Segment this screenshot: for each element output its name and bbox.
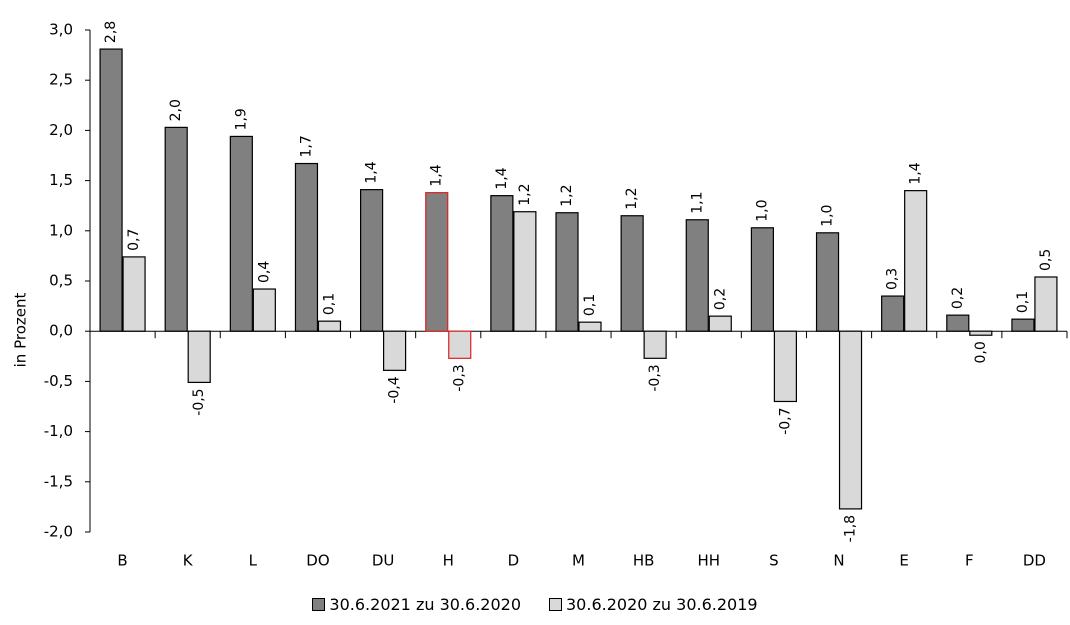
x-tick-label: S — [769, 552, 779, 570]
data-label-series-1-M: 1,2 — [559, 184, 575, 206]
y-tick-label: 1,0 — [49, 221, 73, 239]
x-tick-label: E — [899, 552, 908, 570]
y-tick-label: 1,5 — [49, 171, 73, 189]
legend-item-series-2: 30.6.2020 zu 30.6.2019 — [549, 595, 758, 614]
y-tick-label: 2,0 — [49, 121, 73, 139]
bar-series-2-DO — [317, 320, 342, 332]
x-tick-label: HB — [633, 552, 655, 570]
x-tick-label: L — [249, 552, 258, 570]
data-label-series-1-H: 1,4 — [429, 164, 445, 186]
x-tick-label: B — [117, 552, 127, 570]
data-label-series-2-K: -0,5 — [191, 388, 207, 415]
bar-series-1-DO — [294, 162, 319, 332]
y-tick-label: 0,0 — [49, 322, 73, 340]
y-axis-title: in Prozent — [12, 293, 30, 368]
data-label-series-2-E: 1,4 — [908, 162, 924, 184]
data-label-series-1-DU: 1,4 — [364, 161, 380, 183]
bar-series-1-N — [815, 232, 840, 332]
data-label-series-2-HH: 0,2 — [712, 288, 728, 310]
x-tick-label: HH — [697, 552, 720, 570]
x-tick-label: DU — [372, 552, 395, 570]
bar-series-2-M — [578, 321, 602, 332]
bar-series-1-E — [881, 295, 905, 332]
data-label-series-1-S: 1,0 — [754, 200, 770, 222]
bar-series-1-M — [555, 212, 579, 332]
data-label-series-2-N: -1,8 — [843, 515, 859, 542]
y-tick-label: -0,5 — [44, 372, 73, 390]
data-label-series-2-D: 1,2 — [517, 183, 533, 205]
legend: 30.6.2021 zu 30.6.2020 30.6.2020 zu 30.6… — [0, 592, 1070, 616]
data-label-series-1-B: 2,8 — [103, 21, 119, 43]
data-label-series-2-HB: -0,3 — [647, 364, 663, 391]
data-label-series-2-M: 0,1 — [582, 294, 598, 316]
x-tick-label: D — [508, 552, 520, 570]
bar-series-2-B — [122, 256, 146, 332]
data-label-series-2-DU: -0,4 — [387, 376, 403, 403]
legend-label-series-1: 30.6.2021 zu 30.6.2020 — [329, 594, 521, 614]
x-tick-label: K — [183, 552, 194, 570]
bar-series-2-E — [904, 190, 928, 332]
data-label-series-1-L: 1,9 — [233, 108, 249, 130]
bar-series-2-F — [969, 330, 993, 336]
bar-series-1-HH — [685, 219, 709, 332]
bar-series-1-B — [99, 48, 123, 332]
x-tick-label: DO — [306, 552, 329, 570]
legend-swatch-series-2 — [549, 597, 562, 611]
y-tick-label: 0,5 — [49, 272, 73, 290]
data-label-series-1-DO: 1,7 — [298, 135, 314, 157]
bar-series-2-N — [838, 330, 863, 510]
bar-series-2-DD — [1034, 276, 1058, 332]
data-label-series-1-K: 2,0 — [168, 99, 184, 121]
bar-series-1-S — [750, 227, 775, 332]
bar-series-1-K — [164, 126, 188, 332]
data-label-series-1-DD: 0,1 — [1015, 291, 1031, 313]
legend-item-series-1: 30.6.2021 zu 30.6.2020 — [312, 595, 521, 614]
y-tick-label: -1,5 — [44, 472, 73, 490]
bar-chart: in Prozent 3,0 2,5 2,0 1,5 1,0 0,5 0,0 -0,5 -1,0… — [12, 21, 1068, 570]
bar-series-1-DU — [360, 189, 384, 332]
y-tick-label: -2,0 — [44, 523, 73, 541]
data-label-series-1-N: 1,0 — [820, 205, 836, 227]
data-label-series-2-L: 0,4 — [256, 261, 272, 283]
bar-series-1-F — [946, 314, 970, 332]
legend-label-series-2: 30.6.2020 zu 30.6.2019 — [566, 594, 758, 614]
bar-series-2-S — [773, 330, 798, 403]
bar-series-2-HH — [708, 315, 732, 332]
data-label-series-2-DO: 0,1 — [321, 293, 337, 315]
data-label-series-1-E: 0,3 — [885, 268, 901, 290]
data-label-series-1-HH: 1,1 — [689, 191, 705, 213]
y-tick-label: 3,0 — [49, 21, 73, 39]
bar-series-1-HB — [620, 215, 644, 332]
bar-series-1-D — [490, 195, 514, 332]
bar-series-1-L — [229, 135, 253, 332]
x-tick-label: DD — [1023, 552, 1046, 570]
bar-series-2-HB — [643, 330, 667, 359]
legend-swatch-series-1 — [312, 597, 326, 611]
data-label-series-2-H: -0,3 — [452, 364, 468, 391]
data-label-series-2-DD: 0,5 — [1038, 249, 1054, 271]
x-tick-label: M — [572, 552, 585, 570]
data-label-series-1-HB: 1,2 — [624, 187, 640, 209]
bar-series-1-H — [425, 192, 449, 332]
y-tick-label: 2,5 — [49, 71, 73, 89]
bar-series-1-DD — [1011, 318, 1035, 332]
bar-series-2-K — [187, 330, 211, 384]
x-tick-label: F — [965, 552, 974, 570]
bar-series-2-L — [252, 288, 276, 332]
bar-series-2-D — [513, 211, 537, 332]
x-tick-label: H — [443, 552, 454, 570]
y-tick-label: -1,0 — [44, 422, 73, 440]
data-label-series-2-B: 0,7 — [126, 229, 142, 251]
bar-series-2-H — [448, 330, 472, 359]
x-tick-label: N — [833, 552, 844, 570]
data-label-series-2-S: -0,7 — [777, 407, 793, 434]
data-label-series-1-D: 1,4 — [494, 167, 510, 189]
data-label-series-2-F: 0,0 — [973, 341, 989, 363]
data-label-series-1-F: 0,2 — [950, 287, 966, 309]
bar-series-2-DU — [383, 330, 407, 371]
